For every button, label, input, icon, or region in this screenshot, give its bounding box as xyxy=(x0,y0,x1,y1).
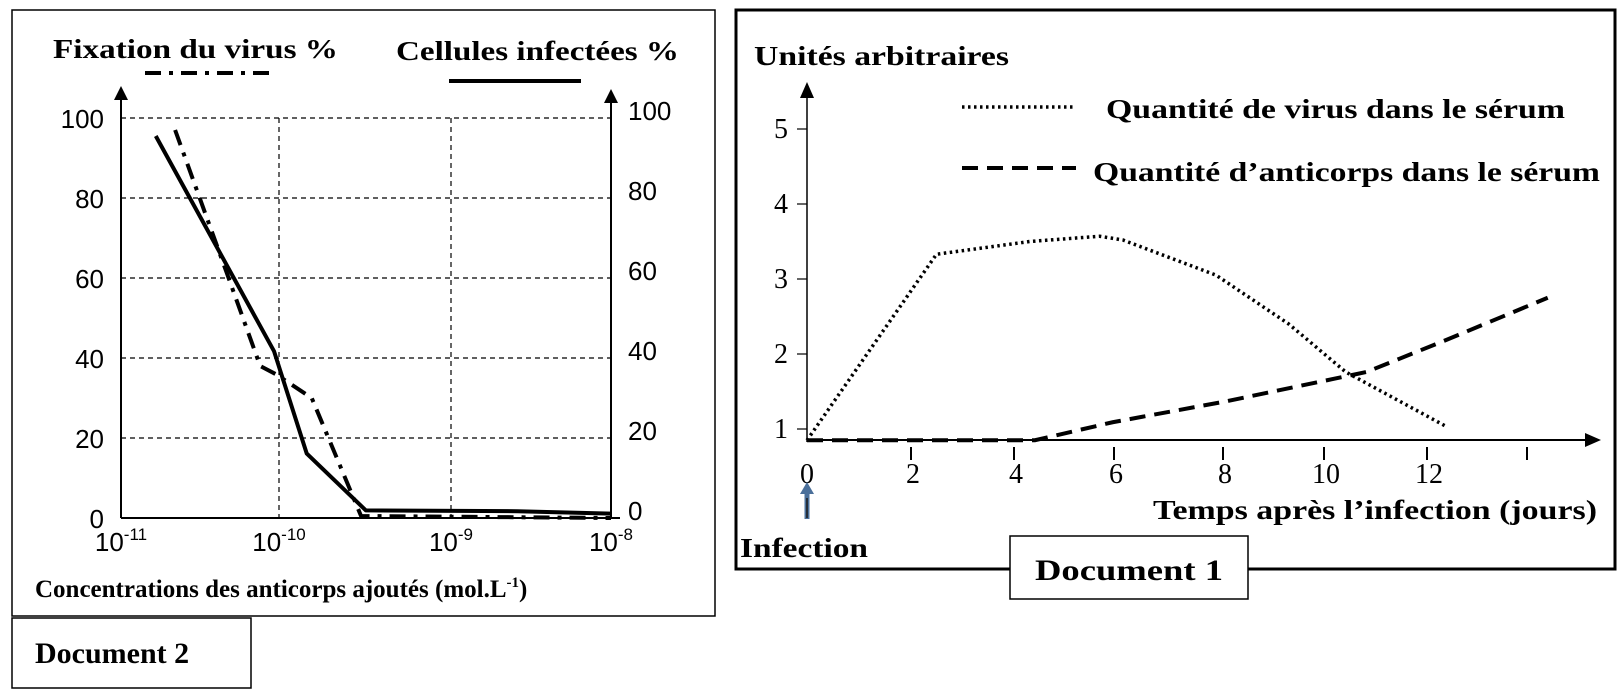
infection-annotation: Infection xyxy=(740,533,868,563)
y-tick-label: 4 xyxy=(774,189,788,220)
series-line-virus xyxy=(805,234,1448,442)
x-tick-label: 2 xyxy=(906,459,920,490)
y-tick-label: 3 xyxy=(774,264,788,295)
legend-label-anticorps: Quantité d’anticorps dans le sérum xyxy=(1093,157,1601,187)
document-2-label-box xyxy=(11,617,252,689)
x-tick-label: 10-8 xyxy=(589,525,633,557)
left-y-tick-label: 20 xyxy=(75,424,104,454)
right-y-axis-arrow-icon xyxy=(604,89,618,103)
right-y-tick-label: 0 xyxy=(628,496,642,526)
y-axis-title: Unités arbitraires xyxy=(754,41,1009,71)
infection-arrow-icon xyxy=(800,482,814,519)
x-axis-title: Temps après l’infection (jours) xyxy=(1153,495,1597,525)
series xyxy=(805,234,1549,443)
chart-frame xyxy=(11,9,716,617)
right-y-axis-title: Cellules infectées % xyxy=(396,36,679,66)
y-ticks: 1 2 3 4 5 xyxy=(774,114,807,445)
series-line-cellules-infectees xyxy=(154,135,612,516)
document-1-label: Document 1 xyxy=(1035,554,1223,587)
x-tick-label: 10-10 xyxy=(252,525,306,557)
x-tick-label: 4 xyxy=(1009,459,1023,490)
document-1-label-box xyxy=(1009,535,1249,600)
gridlines xyxy=(121,117,611,518)
left-y-tick-label: 100 xyxy=(61,104,104,134)
right-y-tick-label: 60 xyxy=(628,256,657,286)
y-tick-labels: 0 0 20 20 40 40 60 60 80 80 100 100 xyxy=(61,96,672,534)
x-tick-label: 10 xyxy=(1312,459,1340,490)
x-tick-label: 10-11 xyxy=(95,525,147,557)
right-y-tick-label: 100 xyxy=(628,96,671,126)
left-y-tick-label: 0 xyxy=(90,504,104,534)
x-tick-label: 8 xyxy=(1218,459,1232,490)
document-2-chart: Fixation du virus % Cellules infectées %… xyxy=(11,9,716,689)
y-tick-label: 2 xyxy=(774,339,788,370)
right-y-tick-label: 20 xyxy=(628,416,657,446)
series-line-fixation-virus xyxy=(173,129,612,520)
right-y-tick-label: 80 xyxy=(628,176,657,206)
document-2-label: Document 2 xyxy=(35,637,189,670)
x-tick-label: 0 xyxy=(800,459,814,490)
y-axis-arrow-icon xyxy=(800,82,814,98)
y-tick-label: 1 xyxy=(774,414,788,445)
x-tick-label: 12 xyxy=(1415,459,1443,490)
left-y-axis-arrow-icon xyxy=(114,86,128,100)
series-line-anticorps xyxy=(807,295,1549,443)
legend-label-virus: Quantité de virus dans le sérum xyxy=(1106,94,1566,124)
left-y-tick-label: 40 xyxy=(75,344,104,374)
left-y-axis-title: Fixation du virus % xyxy=(53,34,338,64)
right-y-tick-label: 40 xyxy=(628,336,657,366)
x-tick-label: 10-9 xyxy=(429,525,473,557)
left-y-tick-label: 80 xyxy=(75,184,104,214)
x-tick-labels: 10-11 10-10 10-9 10-8 xyxy=(95,525,633,557)
y-tick-label: 5 xyxy=(774,114,788,145)
series xyxy=(154,129,612,520)
x-axis-title: Concentrations des anticorps ajoutés (mo… xyxy=(35,575,527,603)
x-ticks: 0 2 4 6 8 10 12 xyxy=(800,447,1528,490)
x-axis-arrow-icon xyxy=(1585,433,1601,447)
x-tick-label: 6 xyxy=(1109,459,1123,490)
left-y-tick-label: 60 xyxy=(75,264,104,294)
